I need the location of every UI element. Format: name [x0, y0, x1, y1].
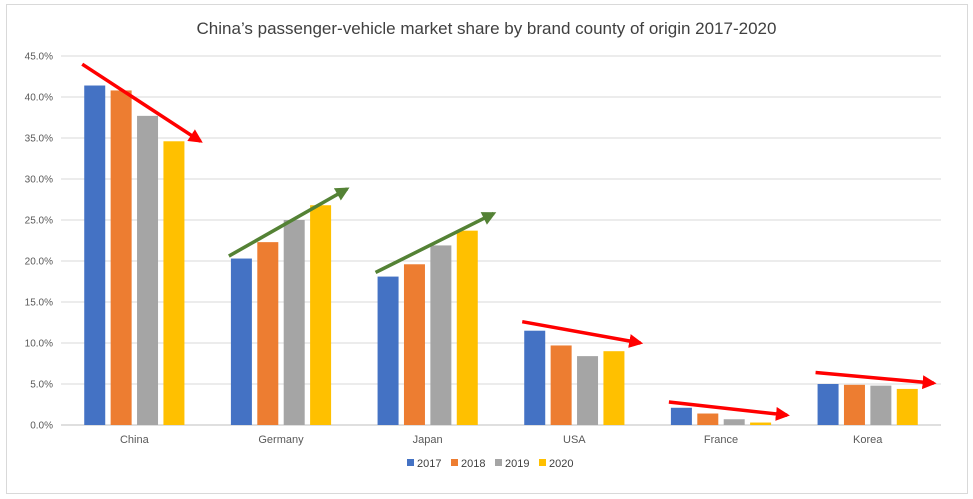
y-tick-label: 5.0% — [30, 380, 53, 391]
bar-japan-2020 — [456, 230, 478, 425]
x-tick-label: China — [120, 434, 150, 446]
bar-korea-2019 — [870, 385, 892, 425]
legend-label-2020: 2020 — [549, 458, 573, 470]
bar-france-2020 — [750, 422, 772, 425]
bar-france-2019 — [723, 419, 745, 425]
y-tick-label: 35.0% — [25, 134, 53, 145]
bar-germany-2018 — [257, 242, 279, 425]
x-tick-label: Germany — [258, 434, 304, 446]
bar-usa-2020 — [603, 351, 625, 425]
x-tick-label: France — [704, 434, 738, 446]
x-tick-label: Korea — [853, 434, 883, 446]
legend-swatch-2020 — [539, 459, 546, 466]
bar-france-2018 — [697, 413, 719, 425]
bar-japan-2017 — [377, 276, 399, 425]
gridlines — [61, 55, 941, 426]
y-tick-label: 45.0% — [25, 52, 53, 63]
bar-germany-2017 — [230, 258, 252, 425]
y-tick-label: 10.0% — [25, 339, 53, 350]
bar-france-2017 — [670, 407, 692, 425]
bar-china-2017 — [84, 85, 106, 426]
legend-swatch-2019 — [495, 459, 502, 466]
legend-label-2019: 2019 — [505, 458, 529, 470]
y-tick-label: 20.0% — [25, 257, 53, 268]
trend-arrow-china-down — [81, 62, 203, 143]
bar-china-2019 — [137, 115, 159, 426]
y-tick-label: 40.0% — [25, 93, 53, 104]
legend: 2017 2018 2019 2020 — [407, 458, 573, 470]
y-tick-label: 15.0% — [25, 298, 53, 309]
bar-germany-2019 — [283, 220, 305, 425]
x-tick-label: Japan — [413, 434, 443, 446]
y-tick-label: 0.0% — [30, 421, 53, 432]
bar-usa-2019 — [577, 356, 599, 425]
bar-china-2020 — [163, 141, 185, 425]
trend-arrow-usa-down — [521, 319, 644, 348]
trend-arrows — [81, 62, 937, 421]
bar-japan-2018 — [403, 264, 425, 425]
chart-title: China’s passenger-vehicle market share b… — [196, 19, 777, 38]
legend-swatch-2017 — [407, 459, 414, 466]
bar-korea-2018 — [843, 384, 865, 425]
bar-korea-2017 — [817, 384, 839, 425]
bar-usa-2018 — [550, 345, 572, 425]
y-tick-label: 25.0% — [25, 216, 53, 227]
bars — [84, 85, 918, 426]
legend-label-2018: 2018 — [461, 458, 485, 470]
x-axis-tick-labels: China Germany Japan USA France Korea — [120, 434, 883, 446]
bar-korea-2020 — [896, 388, 918, 425]
trend-arrow-japan-up — [374, 211, 497, 275]
x-tick-label: USA — [563, 434, 586, 446]
bar-usa-2017 — [524, 330, 546, 425]
bar-china-2018 — [110, 90, 132, 425]
legend-swatch-2018 — [451, 459, 458, 466]
bar-germany-2020 — [310, 205, 332, 425]
trend-arrow-germany-up — [228, 187, 350, 258]
trend-arrow-korea-down — [815, 370, 937, 390]
y-tick-label: 30.0% — [25, 175, 53, 186]
trend-arrow-france-down — [668, 400, 790, 421]
legend-label-2017: 2017 — [417, 458, 441, 470]
y-axis-tick-labels: 0.0% 5.0% 10.0% 15.0% 20.0% 25.0% 30.0% 35.0% 40… — [25, 52, 53, 432]
bar-japan-2019 — [430, 245, 452, 425]
